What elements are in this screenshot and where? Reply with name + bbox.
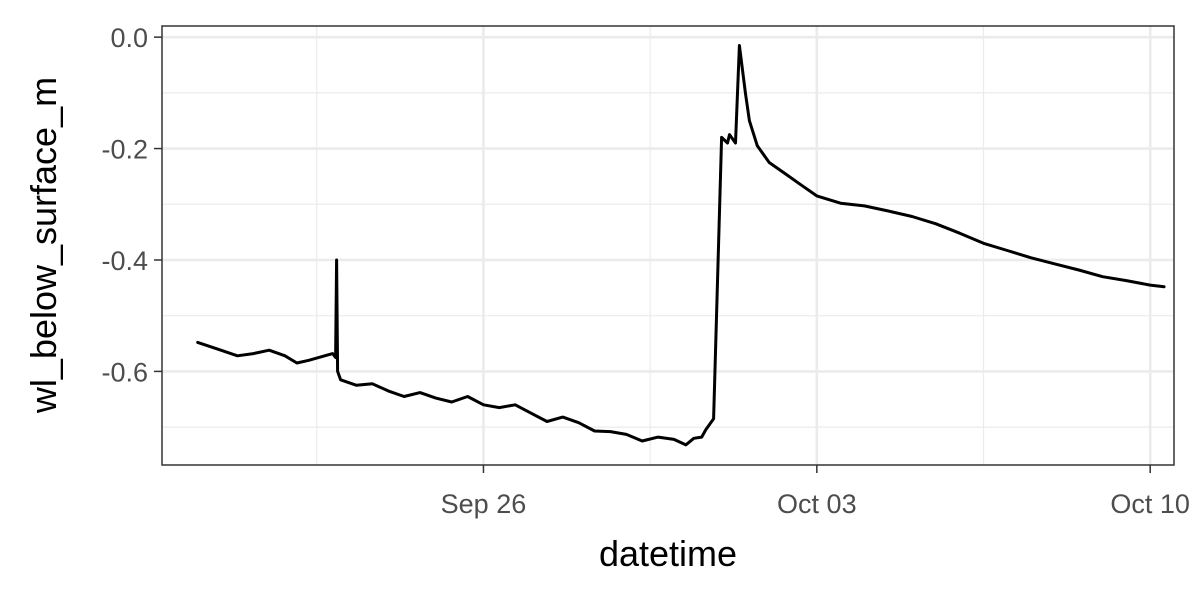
grid-lines — [162, 26, 1174, 465]
series-line — [196, 44, 1166, 447]
y-tick-label: -0.6 — [101, 357, 148, 387]
x-tick-label: Sep 26 — [441, 489, 527, 519]
axis-ticks: Sep 26 Oct 03 Oct 10 0.0 -0.2 -0.4 -0.6 — [101, 23, 1189, 519]
y-axis-title: wl_below_surface_m — [23, 77, 64, 414]
x-axis-title: datetime — [599, 533, 737, 574]
y-tick-label: 0.0 — [110, 23, 148, 53]
series-layer — [196, 44, 1166, 447]
x-tick-label: Oct 10 — [1110, 489, 1190, 519]
y-tick-label: -0.4 — [101, 246, 148, 276]
y-tick-label: -0.2 — [101, 135, 148, 165]
panel-border — [161, 25, 1175, 466]
x-tick-label: Oct 03 — [777, 489, 857, 519]
